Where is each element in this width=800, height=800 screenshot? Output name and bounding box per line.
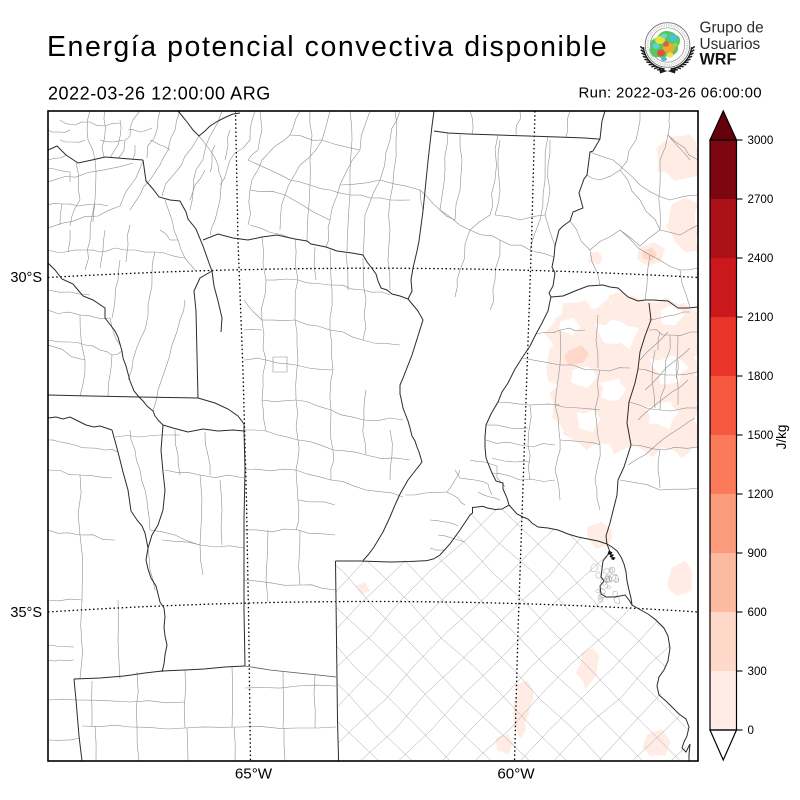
svg-text:30°S: 30°S xyxy=(10,270,42,286)
svg-text:1800: 1800 xyxy=(748,370,774,383)
svg-text:600: 600 xyxy=(748,606,767,619)
svg-text:300: 300 xyxy=(748,665,767,678)
svg-text:Usuarios: Usuarios xyxy=(700,36,761,53)
svg-text:0: 0 xyxy=(748,724,754,737)
svg-text:65°W: 65°W xyxy=(235,766,273,783)
svg-text:35°S: 35°S xyxy=(10,605,42,621)
svg-text:2400: 2400 xyxy=(748,252,774,265)
svg-text:Run: 2022-03-26 06:00:00: Run: 2022-03-26 06:00:00 xyxy=(578,85,762,102)
svg-text:2700: 2700 xyxy=(748,193,774,206)
svg-text:Energía potencial convectiva d: Energía potencial convectiva disponible xyxy=(47,31,608,63)
svg-text:J/kg: J/kg xyxy=(774,425,789,450)
svg-text:60°W: 60°W xyxy=(497,766,535,783)
svg-text:1500: 1500 xyxy=(748,429,774,442)
svg-text:2022-03-26 12:00:00 ARG: 2022-03-26 12:00:00 ARG xyxy=(48,84,271,104)
svg-text:3000: 3000 xyxy=(748,134,774,147)
svg-text:1200: 1200 xyxy=(748,488,774,501)
svg-text:Grupo de: Grupo de xyxy=(700,20,764,37)
svg-text:2100: 2100 xyxy=(748,311,774,324)
svg-text:WRF: WRF xyxy=(700,51,737,69)
svg-text:900: 900 xyxy=(748,547,767,560)
